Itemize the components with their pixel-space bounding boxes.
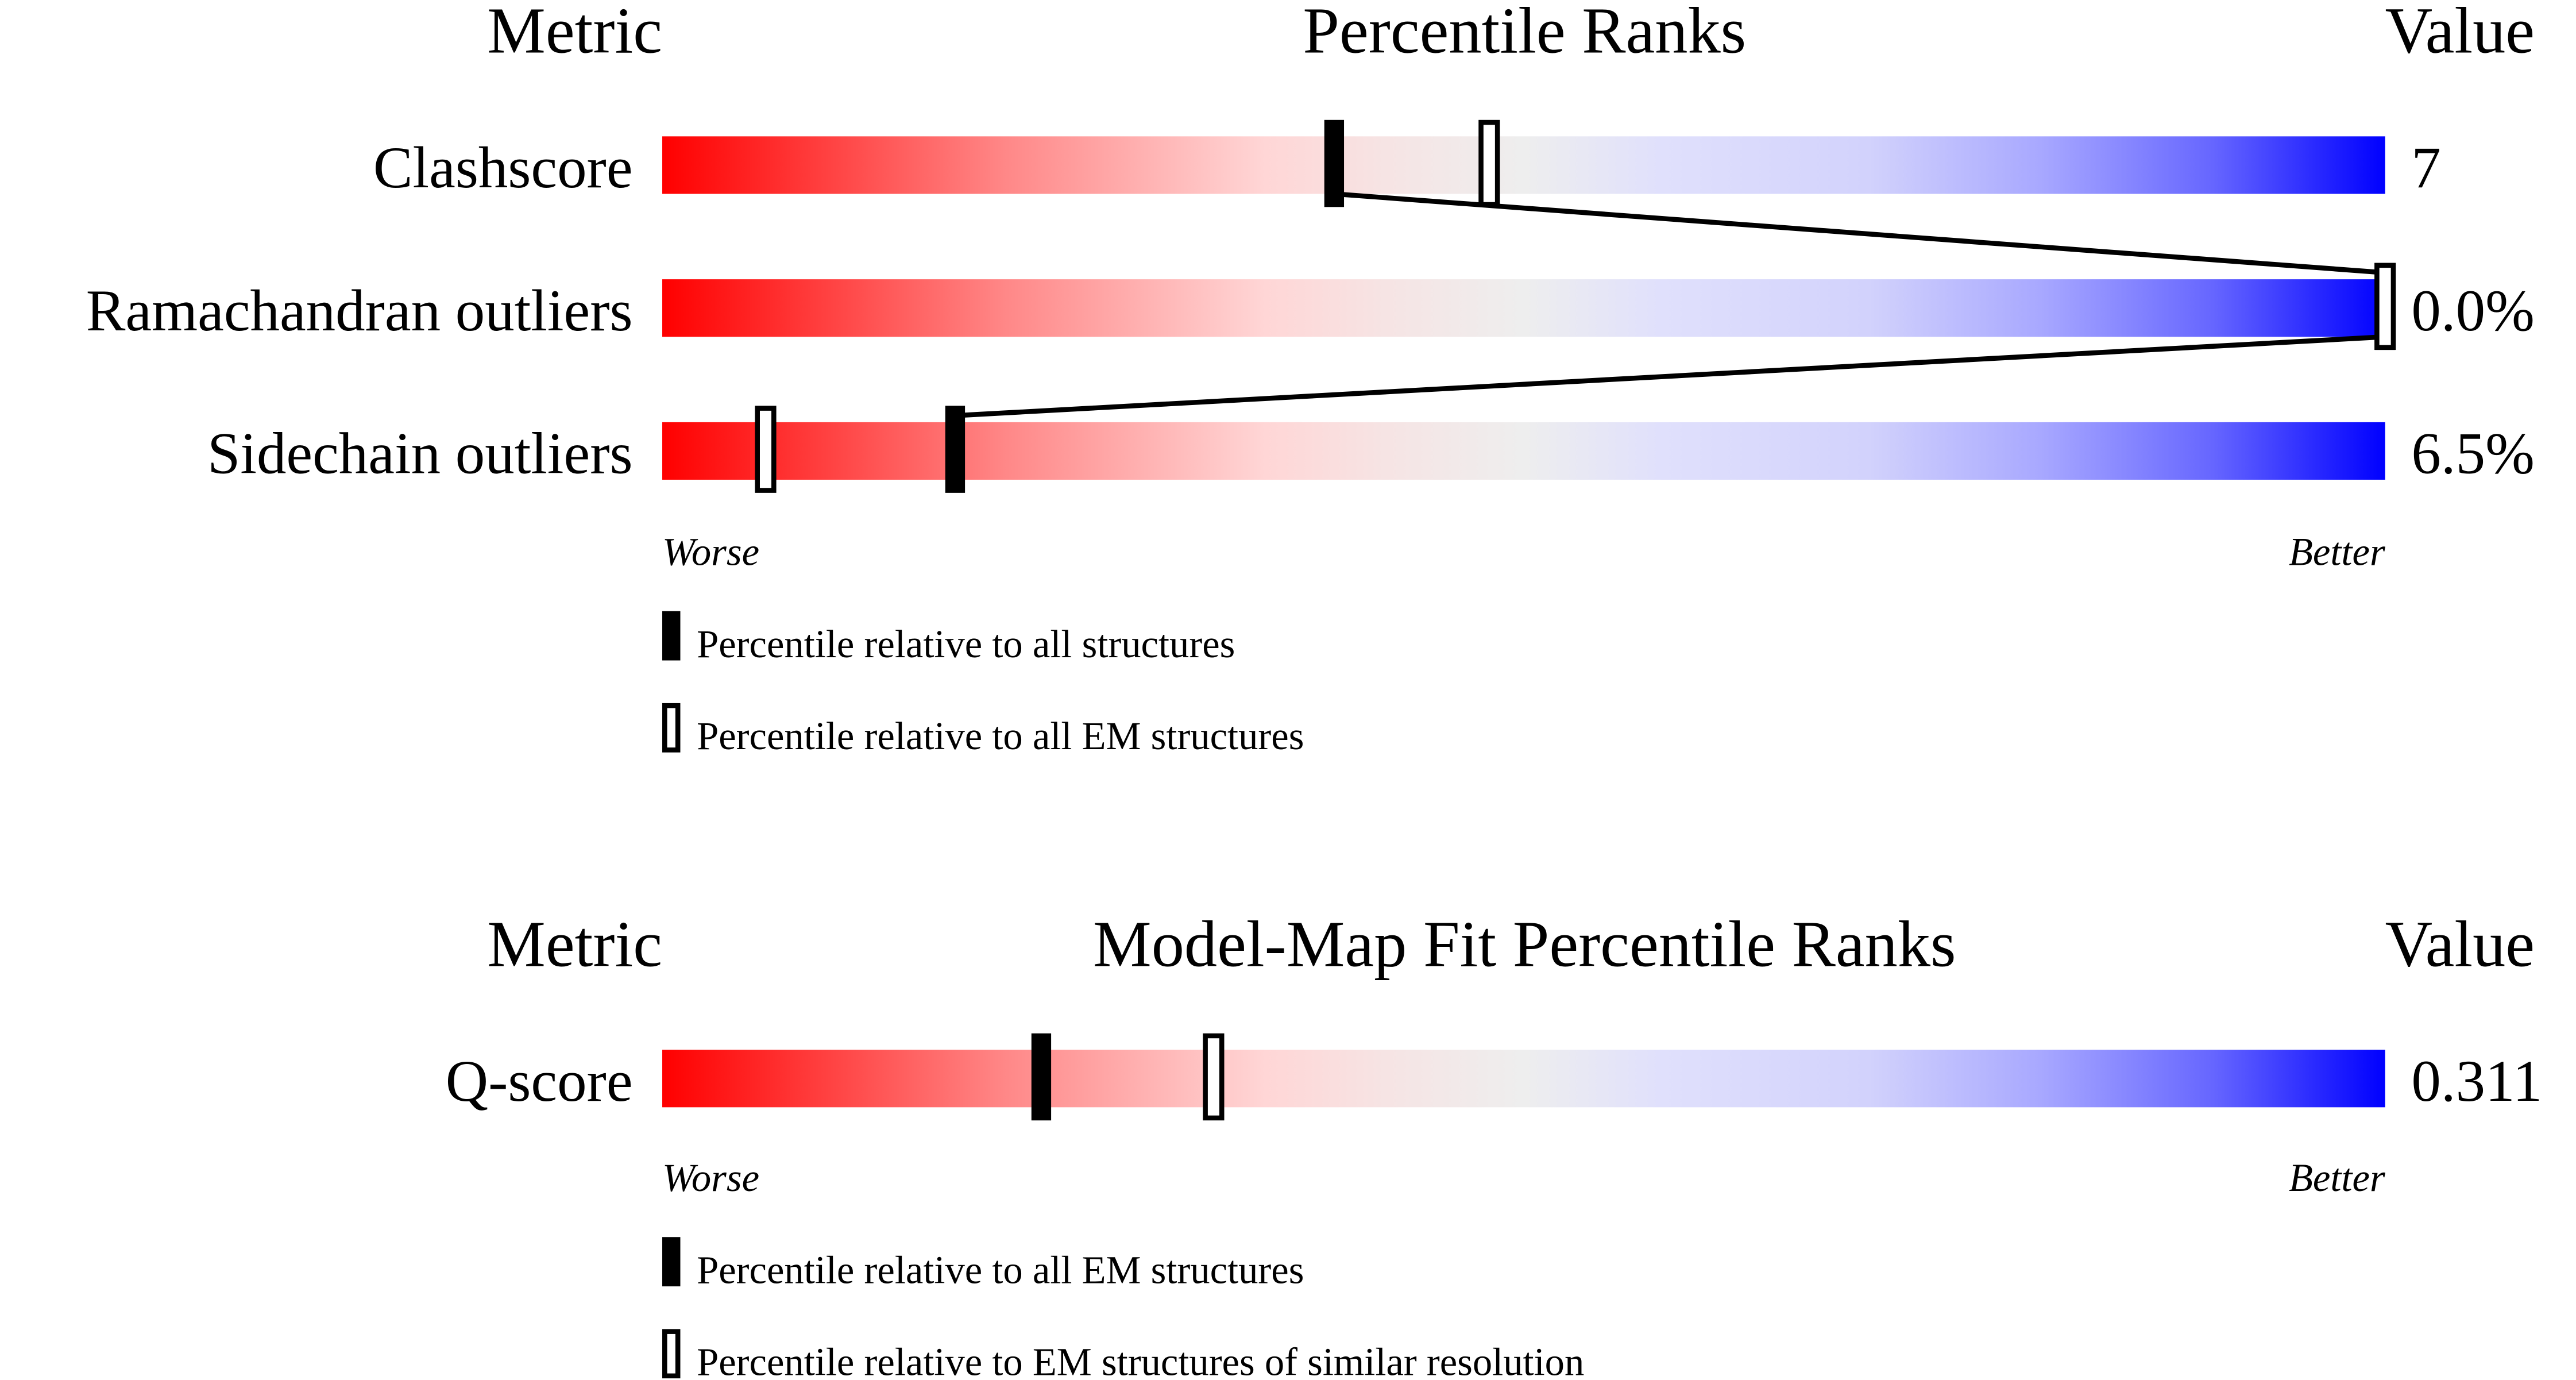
percentile-marker-all	[945, 406, 965, 493]
chart-title: Model-Map Fit Percentile Ranks	[1093, 907, 1956, 980]
metric-label: Q-score	[446, 1049, 633, 1114]
percentile-marker-hollow	[2374, 263, 2396, 350]
metric-value: 6.5%	[2411, 421, 2534, 487]
percentile-marker-all	[1324, 120, 1345, 207]
metric-header: Metric	[487, 907, 662, 980]
percentile-bar	[662, 279, 2385, 337]
value-header: Value	[2385, 0, 2535, 67]
percentile-marker-hollow	[1203, 1033, 1225, 1121]
metric-value: 7	[2411, 135, 2440, 201]
legend-filled-marker	[662, 1237, 681, 1287]
metric-value: 0.311	[2411, 1049, 2542, 1114]
connector-line	[1334, 191, 2385, 275]
percentile-bar	[662, 422, 2385, 480]
percentile-bar	[662, 1050, 2385, 1108]
percentile-marker-hollow	[755, 406, 777, 493]
metric-label: Ramachandran outliers	[86, 278, 633, 344]
legend-label: Percentile relative to all EM structures	[697, 1248, 1304, 1292]
percentile-marker-hollow	[1478, 120, 1500, 207]
percentile-marker-all	[1031, 1033, 1052, 1121]
legend-hollow-marker	[662, 1329, 681, 1379]
connector-line	[955, 334, 2385, 418]
legend-hollow-marker	[662, 703, 681, 753]
value-header: Value	[2385, 907, 2535, 980]
legend-label: Percentile relative to all EM structures	[697, 714, 1304, 758]
worse-label: Worse	[662, 530, 759, 574]
metric-label: Sidechain outliers	[207, 421, 632, 487]
metric-header: Metric	[487, 0, 662, 67]
better-label: Better	[2289, 530, 2385, 574]
worse-label: Worse	[662, 1156, 759, 1200]
metric-value: 0.0%	[2411, 278, 2534, 344]
legend-filled-marker	[662, 611, 681, 661]
chart-title: Percentile Ranks	[1303, 0, 1746, 67]
legend-label: Percentile relative to all structures	[697, 622, 1235, 666]
legend-label: Percentile relative to EM structures of …	[697, 1340, 1584, 1380]
better-label: Better	[2289, 1156, 2385, 1200]
metric-label: Clashscore	[373, 135, 633, 201]
percentile-bar	[662, 136, 2385, 194]
